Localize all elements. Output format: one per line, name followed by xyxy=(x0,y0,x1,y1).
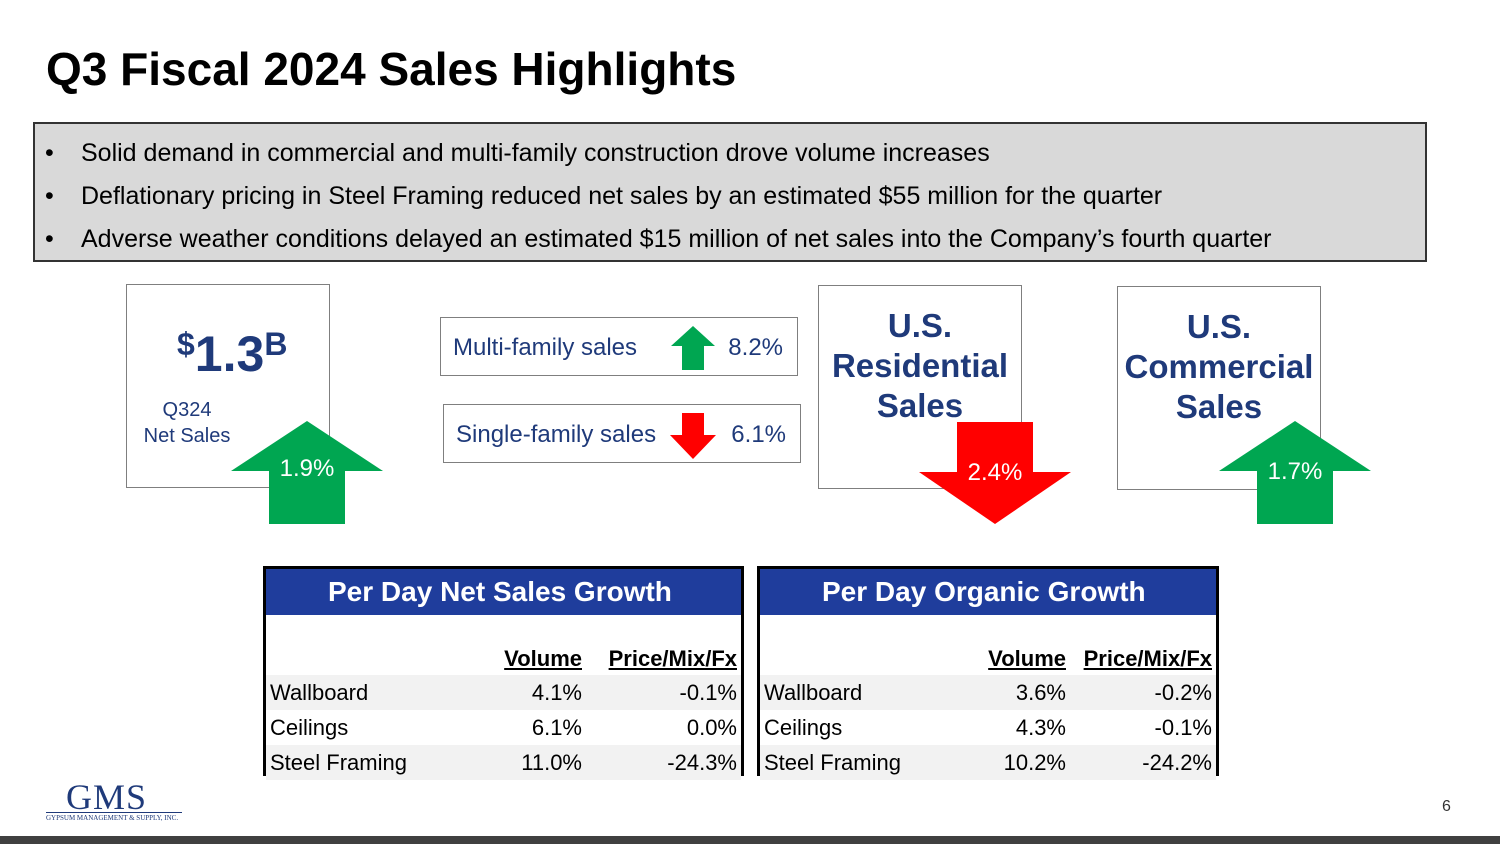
net-sales-growth-table: Per Day Net Sales Growth Volume Price/Mi… xyxy=(263,566,744,780)
logo-subtitle: GYPSUM MANAGEMENT & SUPPLY, INC. xyxy=(46,814,179,822)
volume-cell: 10.2% xyxy=(950,745,1070,780)
bullet-item: Deflationary pricing in Steel Framing re… xyxy=(45,175,1425,218)
volume-cell: 4.3% xyxy=(1015,714,1066,740)
company-logo: GMS GYPSUM MANAGEMENT & SUPPLY, INC. xyxy=(44,776,184,822)
single-family-value: 6.1% xyxy=(731,421,786,448)
table-header-row: Volume Price/Mix/Fx xyxy=(266,615,741,675)
heading-line: U.S. xyxy=(1186,308,1252,345)
bullet-item: Solid demand in commercial and multi-fam… xyxy=(45,132,1425,175)
arrow-up-icon xyxy=(231,421,383,524)
single-family-box: Single-family sales 6.1% xyxy=(443,404,801,463)
us-residential-change: 2.4% xyxy=(967,459,1023,486)
volume-header: Volume xyxy=(988,646,1066,671)
arrow-up-icon xyxy=(1219,421,1371,524)
price-cell: -0.1% xyxy=(1154,714,1212,740)
arrow-up-icon xyxy=(671,326,715,377)
row-label: Wallboard xyxy=(760,675,950,710)
logo-mark: GMS xyxy=(66,777,148,817)
us-commercial-change: 1.7% xyxy=(1267,458,1323,485)
logo-divider xyxy=(46,812,182,813)
blank-header xyxy=(266,615,466,675)
table-row: Steel Framing 10.2% -24.2% xyxy=(760,745,1216,780)
table-row: Wallboard 3.6% -0.2% xyxy=(760,675,1216,710)
us-residential-down-arrow: 2.4% xyxy=(919,422,1071,524)
footer-bar xyxy=(0,836,1500,844)
organic-growth-title: Per Day Organic Growth xyxy=(760,569,1216,615)
us-commercial-heading: U.S. Commercial Sales xyxy=(1118,307,1320,427)
volume-header: Volume xyxy=(504,646,582,671)
net-sales-caption: Net Sales xyxy=(143,425,231,447)
table-row: Ceilings 4.3% -0.1% xyxy=(760,710,1216,745)
price-cell: -24.2% xyxy=(1070,745,1216,780)
multi-family-value: 8.2% xyxy=(728,334,783,361)
table-header-row: Volume Price/Mix/Fx xyxy=(760,615,1216,675)
slide-title: Q3 Fiscal 2024 Sales Highlights xyxy=(46,43,737,95)
net-sales-growth-title: Per Day Net Sales Growth xyxy=(266,569,741,615)
table-row: Wallboard 4.1% -0.1% xyxy=(266,675,741,710)
net-sales-value: $1.3B xyxy=(177,325,287,383)
price-header: Price/Mix/Fx xyxy=(608,646,737,671)
table-row: Steel Framing 11.0% -24.3% xyxy=(266,745,741,780)
multi-family-label: Multi-family sales xyxy=(453,334,638,361)
net-sales-label: Q324 Net Sales xyxy=(127,397,247,449)
price-cell: -24.3% xyxy=(586,745,741,780)
row-label: Ceilings xyxy=(764,714,843,740)
heading-line: Sales xyxy=(1175,388,1263,425)
net-sales-currency: $ xyxy=(177,326,195,362)
net-sales-card: $1.3B Q324 Net Sales xyxy=(126,284,330,488)
heading-line: U.S. xyxy=(887,307,953,344)
price-cell: -0.1% xyxy=(586,675,741,710)
bullet-item: Adverse weather conditions delayed an es… xyxy=(45,218,1425,261)
heading-line: Commercial xyxy=(1124,348,1314,385)
volume-cell: 4.1% xyxy=(466,675,586,710)
highlights-box: Solid demand in commercial and multi-fam… xyxy=(33,122,1427,262)
net-sales-period: Q324 xyxy=(162,399,212,421)
net-sales-growth-grid: Volume Price/Mix/Fx Wallboard 4.1% -0.1%… xyxy=(266,615,741,780)
table-row: Ceilings 6.1% 0.0% xyxy=(266,710,741,745)
arrow-down-icon xyxy=(670,413,716,466)
net-sales-unit: B xyxy=(264,326,288,362)
net-sales-amount: 1.3 xyxy=(194,326,265,382)
volume-cell: 11.0% xyxy=(466,745,586,780)
us-residential-card: U.S. Residential Sales xyxy=(818,285,1022,489)
volume-cell: 3.6% xyxy=(950,675,1070,710)
net-sales-change: 1.9% xyxy=(279,455,335,482)
row-label: Steel Framing xyxy=(266,745,466,780)
net-sales-up-arrow: 1.9% xyxy=(231,421,383,524)
price-cell: -0.2% xyxy=(1070,675,1216,710)
arrow-down-icon xyxy=(919,422,1071,524)
blank-header xyxy=(760,615,950,675)
row-label: Ceilings xyxy=(270,714,349,740)
organic-growth-grid: Volume Price/Mix/Fx Wallboard 3.6% -0.2%… xyxy=(760,615,1216,780)
multi-family-box: Multi-family sales 8.2% xyxy=(440,317,798,376)
heading-line: Sales xyxy=(876,387,964,424)
row-label: Steel Framing xyxy=(760,745,950,780)
heading-line: Residential xyxy=(831,347,1009,384)
volume-cell: 6.1% xyxy=(531,714,582,740)
price-cell: 0.0% xyxy=(686,714,737,740)
organic-growth-table: Per Day Organic Growth Volume Price/Mix/… xyxy=(757,566,1219,780)
price-header: Price/Mix/Fx xyxy=(1083,646,1212,671)
page-number: 6 xyxy=(1442,798,1451,815)
us-residential-heading: U.S. Residential Sales xyxy=(819,306,1021,426)
single-family-label: Single-family sales xyxy=(456,421,657,448)
highlights-list: Solid demand in commercial and multi-fam… xyxy=(45,132,1425,261)
us-commercial-up-arrow: 1.7% xyxy=(1219,421,1371,524)
row-label: Wallboard xyxy=(266,675,466,710)
